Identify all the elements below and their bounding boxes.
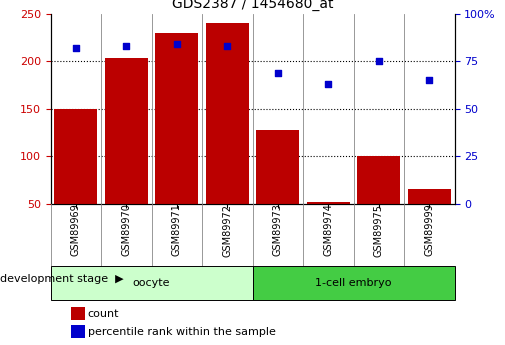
Point (274, 70, 282, 75)
Bar (71, 307, 85, 320)
Bar (156, 33, 198, 204)
Bar (252, 266, 454, 300)
Title: GDS2387 / 1454680_at: GDS2387 / 1454680_at (172, 0, 333, 11)
Text: percentile rank within the sample: percentile rank within the sample (88, 327, 276, 336)
Text: GSM89971: GSM89971 (172, 204, 182, 256)
Bar (55, 109, 97, 204)
Text: GSM89973: GSM89973 (273, 204, 283, 256)
Text: count: count (88, 309, 119, 318)
Point (425, 77, 433, 83)
Point (72, 45, 80, 51)
Point (173, 41, 181, 47)
Text: development stage  ▶: development stage ▶ (0, 275, 124, 284)
Bar (206, 23, 249, 204)
Bar (71, 325, 85, 338)
Text: GSM89969: GSM89969 (71, 204, 81, 256)
Text: oocyte: oocyte (133, 278, 170, 288)
Text: GSM89975: GSM89975 (374, 204, 384, 257)
Text: GSM89999: GSM89999 (424, 204, 434, 256)
Bar (358, 156, 400, 204)
Point (223, 43, 231, 49)
Point (122, 43, 130, 49)
Bar (50, 266, 252, 300)
Bar (408, 189, 450, 204)
Bar (307, 201, 349, 204)
Point (375, 58, 383, 64)
Bar (257, 130, 299, 204)
Bar (105, 58, 147, 204)
Point (324, 81, 332, 87)
Text: GSM89974: GSM89974 (323, 204, 333, 256)
Text: 1-cell embryo: 1-cell embryo (315, 278, 392, 288)
Text: GSM89972: GSM89972 (222, 204, 232, 257)
Text: GSM89970: GSM89970 (121, 204, 131, 256)
